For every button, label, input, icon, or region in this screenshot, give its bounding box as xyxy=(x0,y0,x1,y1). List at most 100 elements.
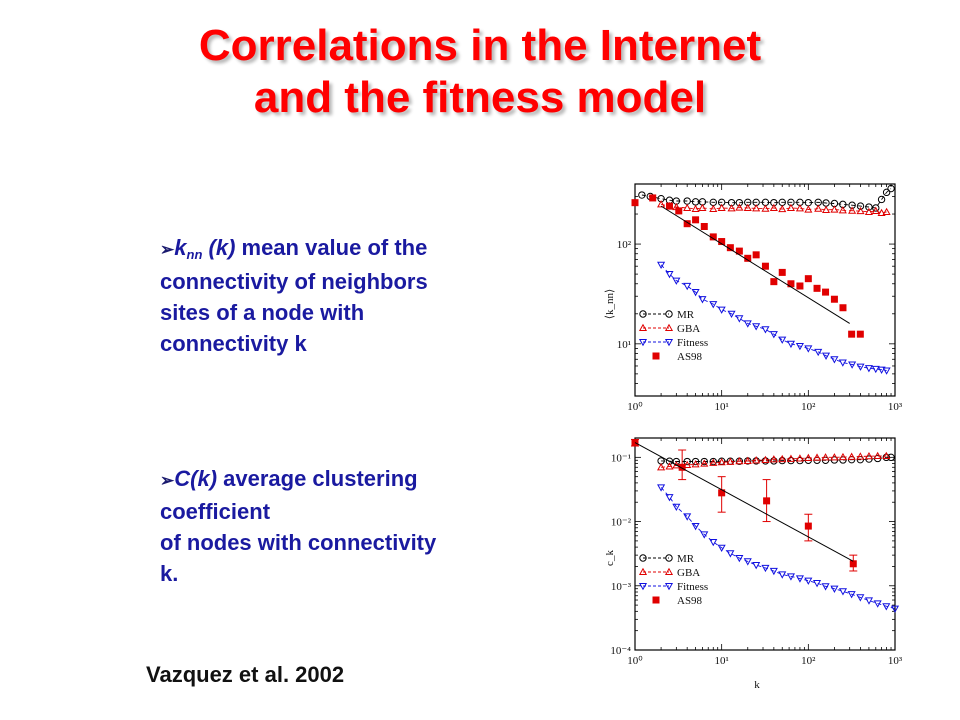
fitness-point xyxy=(709,301,718,309)
gba-point xyxy=(778,454,787,463)
knn-subscript: nn xyxy=(186,247,203,262)
gba-point xyxy=(856,452,865,460)
gba-point xyxy=(848,206,857,214)
legend-label: GBA xyxy=(677,567,700,579)
gba-point xyxy=(761,204,770,212)
fitness-point xyxy=(726,550,735,558)
fitness-point xyxy=(871,365,880,374)
gba-point xyxy=(709,458,718,466)
fitness-point xyxy=(700,531,709,539)
ck-line-3: of nodes with connectivity xyxy=(160,530,437,555)
charts-figure: 10⁰ 10¹ 10² 10³ 10² 10¹ ⟨k_nn⟩ MR GBA Fitness AS98… xyxy=(604,183,903,691)
ck-symbol: C(k) xyxy=(174,466,218,491)
x-tick-label: 10² xyxy=(801,401,816,413)
fitness-point xyxy=(752,323,761,331)
gba-point xyxy=(873,451,882,460)
mr-point xyxy=(887,184,895,193)
citation: Vazquez et al. 2002 xyxy=(146,662,345,687)
legend-marker xyxy=(664,567,674,576)
fitness-point xyxy=(830,356,839,364)
gba-point xyxy=(743,203,752,212)
fitness-point xyxy=(847,591,856,599)
fitness-point xyxy=(882,603,891,611)
x-tick-label: 10² xyxy=(801,655,816,667)
legend-label: MR xyxy=(677,553,695,565)
fitness-point xyxy=(743,558,752,566)
legend-marker xyxy=(664,323,674,332)
as98-point xyxy=(726,244,734,252)
gba-point xyxy=(856,206,865,215)
knn-line-3: sites of a node with xyxy=(160,300,365,325)
fitness-point xyxy=(735,315,744,323)
y-tick-label: 10² xyxy=(617,239,632,251)
fitness-point xyxy=(698,296,707,304)
fitness-point xyxy=(761,564,770,573)
legend-marker xyxy=(664,582,674,591)
fitness-point xyxy=(683,513,692,521)
fitness-point xyxy=(830,585,839,593)
gba-point xyxy=(864,207,873,215)
fitness-point xyxy=(717,306,726,314)
knn-symbol: k xyxy=(174,235,187,260)
as98-point xyxy=(787,280,795,288)
gba-point xyxy=(769,203,778,212)
gba-point xyxy=(683,203,692,212)
y-axis-label: ⟨k_nn⟩ xyxy=(604,289,616,320)
title-line-2: and the fitness model xyxy=(253,73,707,122)
gba-point xyxy=(804,453,813,461)
gba-point xyxy=(821,453,830,461)
fitness-point xyxy=(856,363,865,371)
legend-label: MR xyxy=(677,309,695,321)
gba-point xyxy=(691,460,700,468)
fitness-point xyxy=(838,359,847,367)
mr-point xyxy=(683,457,691,466)
fit-line xyxy=(634,442,854,562)
gba-point xyxy=(847,452,856,460)
gba-point xyxy=(838,452,848,461)
y-tick-label: 10⁻¹ xyxy=(611,452,631,464)
x-tick-label: 10¹ xyxy=(715,401,729,413)
fitness-line xyxy=(660,487,896,610)
fit-line xyxy=(660,205,850,324)
gba-point xyxy=(698,203,707,212)
legend-label: Fitness xyxy=(677,337,708,349)
gba-point xyxy=(821,205,831,213)
fitness-point xyxy=(778,571,787,579)
gba-point xyxy=(691,204,700,212)
as98-point xyxy=(778,268,786,276)
gba-point xyxy=(761,455,770,464)
fitness-point xyxy=(873,600,882,608)
legend-marker xyxy=(638,323,648,332)
gba-point xyxy=(804,205,813,213)
fitness-point xyxy=(761,326,770,334)
gba-point xyxy=(743,456,752,464)
as98-point xyxy=(822,288,830,296)
gba-point xyxy=(838,206,847,214)
plot-frame xyxy=(634,183,896,397)
mr-line xyxy=(641,188,892,209)
mr-point xyxy=(872,204,880,212)
gba-point xyxy=(864,452,874,460)
fitness-point xyxy=(838,588,848,596)
plot-frame xyxy=(634,437,896,651)
gba-point xyxy=(812,453,822,461)
fitness-point xyxy=(769,567,778,576)
x-tick-label: 10⁰ xyxy=(627,401,643,413)
as98-point xyxy=(709,233,717,241)
as98-point xyxy=(692,216,700,224)
mr-point xyxy=(709,457,717,466)
fitness-point xyxy=(657,484,666,492)
as98-point xyxy=(856,330,864,338)
gba-point xyxy=(657,200,666,208)
as98-point xyxy=(735,247,743,255)
fitness-point xyxy=(691,523,700,531)
gba-point xyxy=(830,205,839,213)
gba-point xyxy=(871,206,880,214)
fitness-point xyxy=(786,573,795,581)
knn-line-4: connectivity k xyxy=(160,331,307,356)
fitness-point xyxy=(735,555,744,563)
fitness-point xyxy=(882,367,891,375)
legend-label: AS98 xyxy=(677,595,703,607)
legend-label: AS98 xyxy=(677,351,703,363)
gba-point xyxy=(735,456,744,465)
